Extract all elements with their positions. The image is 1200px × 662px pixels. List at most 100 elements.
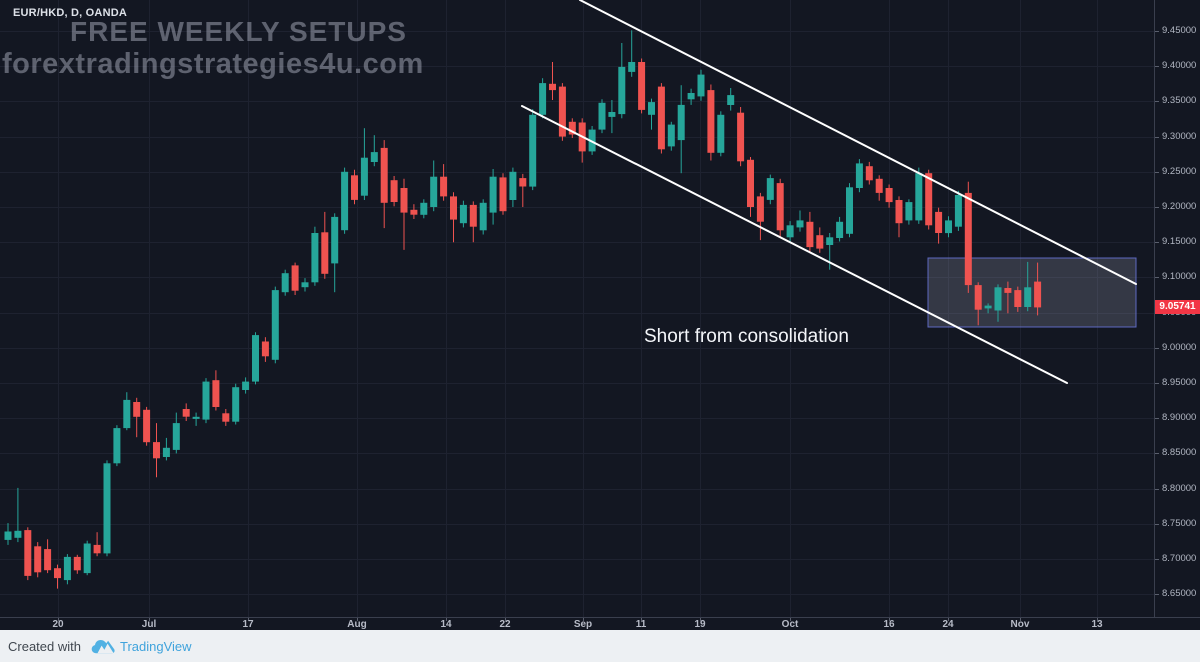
price-tick-mark — [1155, 171, 1159, 173]
candle — [697, 69, 705, 101]
price-tick-mark — [1155, 453, 1159, 455]
candle — [4, 523, 12, 545]
time-axis-label: 14 — [440, 619, 452, 630]
time-tick-mark — [149, 618, 150, 621]
candle — [974, 282, 982, 326]
candle — [657, 83, 665, 154]
price-tick-mark — [1155, 31, 1159, 32]
candle — [984, 303, 992, 314]
candle — [578, 118, 586, 163]
candle — [103, 460, 111, 557]
candle — [212, 370, 220, 411]
created-with-label: Created with — [8, 638, 81, 654]
candle — [390, 176, 398, 207]
candle — [826, 233, 834, 270]
candle — [242, 377, 250, 394]
symbol-title[interactable]: EUR/HKD, D, OANDA — [13, 7, 128, 19]
candle — [420, 199, 428, 219]
time-tick-mark — [889, 618, 890, 621]
time-tick-mark — [505, 618, 506, 621]
candle — [1024, 261, 1032, 312]
candle — [1004, 281, 1012, 314]
candle — [153, 423, 160, 478]
time-tick-mark — [58, 618, 59, 621]
candle — [756, 192, 764, 241]
time-axis-label: 24 — [942, 619, 954, 630]
candle — [192, 412, 200, 426]
price-tick-mark — [1155, 207, 1159, 208]
watermark-line1: FREE WEEKLY SETUPS — [70, 16, 407, 47]
candle — [588, 126, 596, 155]
time-axis-label: Oct — [781, 619, 799, 630]
time-axis-label: Nov — [1010, 619, 1030, 630]
candle — [747, 157, 754, 217]
candle — [509, 167, 517, 207]
candle — [14, 487, 22, 543]
candle — [202, 378, 210, 424]
candle — [301, 278, 309, 292]
candle — [549, 62, 556, 100]
time-axis-label: 11 — [635, 619, 647, 630]
price-axis[interactable]: 9.45000 9.40000 9.35000 9.30000 9.25000 9.200… — [1154, 0, 1200, 630]
tradingview-brand-link[interactable]: TradingView — [119, 638, 192, 654]
time-tick-mark — [700, 618, 701, 621]
candle — [568, 118, 576, 138]
candle — [370, 135, 378, 167]
candle — [450, 192, 457, 243]
candle — [440, 164, 448, 201]
candle — [915, 167, 923, 224]
candle — [707, 84, 715, 161]
candle — [945, 216, 952, 238]
candle — [717, 111, 725, 157]
candle — [667, 121, 675, 151]
candle — [291, 262, 299, 295]
price-tick-mark — [1155, 418, 1159, 420]
current-price-label: 9.05741 — [1155, 300, 1200, 315]
short-annotation-text[interactable]: Short from consolidation — [644, 326, 849, 347]
candle — [34, 542, 42, 578]
candle — [380, 140, 388, 229]
candle — [54, 564, 61, 589]
candle — [360, 128, 368, 200]
candle — [638, 58, 646, 114]
time-axis-label: 22 — [499, 619, 511, 630]
consolidation-zone-box[interactable] — [927, 257, 1137, 328]
candle — [836, 216, 844, 242]
time-tick-mark — [248, 618, 249, 621]
chart-plot-area[interactable]: EUR/HKD, D, OANDA FREE WEEKLY SETUPS for… — [0, 0, 1200, 631]
watermark-line2: forextradingstrategies4u.com — [2, 48, 424, 80]
candle — [529, 109, 537, 191]
price-tick-mark — [1155, 488, 1159, 490]
time-axis-label: Jul — [141, 619, 157, 630]
candle — [558, 83, 566, 141]
candle — [816, 227, 824, 253]
candle — [252, 332, 259, 385]
candle — [677, 85, 685, 174]
candle — [261, 337, 269, 362]
channel-upper-trendline[interactable] — [579, 0, 1137, 285]
time-axis-label: 20 — [52, 619, 64, 630]
candle — [44, 539, 52, 574]
candle — [687, 88, 695, 105]
time-axis-label: 19 — [694, 619, 706, 630]
candle — [608, 100, 616, 134]
tradingview-logo-icon[interactable] — [91, 639, 115, 654]
candle — [628, 30, 636, 77]
candlestick-chart-canvas[interactable] — [0, 0, 1155, 617]
candle — [499, 173, 507, 215]
candle — [905, 199, 913, 225]
time-tick-mark — [1097, 618, 1098, 621]
price-tick-mark — [1155, 277, 1159, 279]
candle — [766, 174, 774, 205]
candle — [964, 181, 972, 293]
candle — [994, 284, 1002, 322]
time-tick-mark — [1020, 618, 1021, 621]
time-axis[interactable]: 20 Jul 17 Aug 14 22 Sep 11 19 Oct 16 24 Nov 13 — [0, 617, 1200, 631]
candle — [133, 397, 141, 438]
footer-attribution-bar: Created with TradingView — [0, 630, 1200, 662]
candle — [865, 161, 873, 185]
candle — [855, 159, 863, 193]
channel-lower-trendline[interactable] — [521, 105, 1068, 384]
candle — [479, 199, 487, 235]
candle — [459, 200, 467, 228]
